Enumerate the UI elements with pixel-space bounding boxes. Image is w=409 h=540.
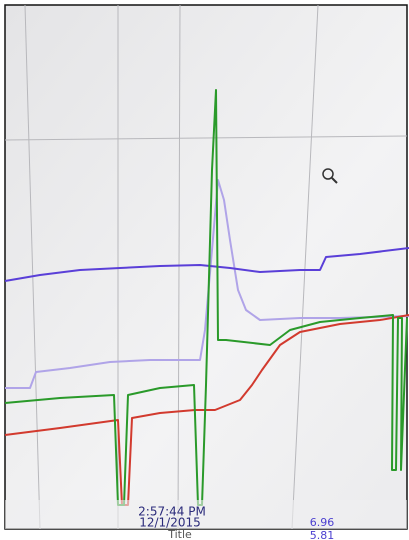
magnifier xyxy=(322,168,334,180)
grid-line xyxy=(4,135,408,141)
cursor-date: 12/1/2015 xyxy=(139,516,201,530)
grid-line xyxy=(291,4,319,530)
trace-green xyxy=(4,89,408,506)
plot-area xyxy=(4,4,408,530)
grid-line xyxy=(177,4,181,530)
grid-line xyxy=(24,4,41,530)
legend-value: 6.96 xyxy=(310,516,335,529)
magnifier-handle xyxy=(331,177,338,184)
grid xyxy=(4,4,408,530)
cursor-time: 2:57:44 PM xyxy=(138,505,206,519)
traces xyxy=(4,89,409,506)
trace-blue xyxy=(4,247,409,282)
trace-red xyxy=(4,314,409,506)
cursor-icon xyxy=(322,168,338,184)
legend-value: 5.81 xyxy=(310,529,335,540)
legend-title: Title xyxy=(167,528,192,540)
trace-lavender xyxy=(5,179,409,389)
status-band xyxy=(5,500,407,529)
